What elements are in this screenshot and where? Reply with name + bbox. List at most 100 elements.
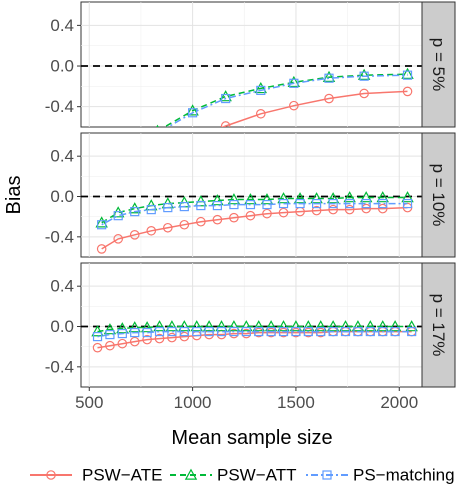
legend-key-marker: [322, 470, 332, 480]
data-point: [179, 326, 189, 337]
series-line: [166, 74, 408, 127]
data-point: [95, 216, 108, 228]
data-point: [229, 326, 239, 337]
y-tick-label: -0.4: [45, 357, 74, 376]
data-point: [252, 320, 265, 332]
facet-strip-label: p = 17%: [429, 294, 448, 357]
data-point: [328, 204, 338, 215]
data-point: [254, 326, 264, 337]
data-point: [278, 207, 289, 218]
data-point: [129, 230, 140, 240]
data-point: [163, 203, 173, 213]
data-point: [361, 198, 371, 209]
series-group: [156, 67, 414, 127]
data-point: [303, 326, 313, 337]
data-point: [359, 88, 369, 99]
series-line: [163, 73, 408, 127]
data-point: [364, 320, 377, 332]
data-point: [289, 78, 299, 88]
data-point: [245, 210, 256, 221]
y-tick-label: 0.0: [50, 317, 74, 336]
data-point: [116, 322, 129, 334]
data-point: [361, 203, 371, 214]
series-line: [97, 330, 412, 349]
data-point: [278, 198, 289, 209]
data-point: [241, 326, 251, 337]
y-tick-label: 0.0: [50, 57, 74, 76]
data-point: [186, 104, 199, 116]
series-line: [97, 330, 412, 338]
data-point: [316, 326, 326, 337]
data-point: [310, 192, 323, 204]
data-point: [216, 326, 227, 337]
data-point: [324, 93, 334, 104]
data-point: [190, 320, 203, 332]
data-point: [113, 211, 123, 221]
data-point: [91, 325, 104, 337]
data-point: [324, 73, 334, 83]
data-point: [264, 320, 278, 332]
data-point: [244, 193, 257, 205]
data-point: [211, 194, 224, 206]
legend-item: PSW−ATE: [30, 466, 162, 485]
data-point: [322, 70, 336, 82]
panel-background: [80, 1, 423, 128]
legend-key-marker: [46, 470, 56, 480]
data-point: [167, 326, 177, 337]
data-point: [154, 333, 165, 344]
data-point: [277, 192, 290, 204]
data-point: [192, 326, 202, 337]
data-point: [359, 191, 373, 203]
data-point: [351, 320, 365, 332]
data-point: [92, 342, 103, 353]
data-point: [97, 220, 107, 230]
facet-strip-label: p = 5%: [429, 38, 448, 91]
data-point: [229, 212, 239, 223]
data-point: [245, 199, 256, 210]
data-point: [295, 198, 305, 209]
data-point: [204, 326, 214, 337]
y-tick-label: 0.4: [50, 147, 74, 166]
x-tick-label: 1000: [174, 393, 212, 412]
data-point: [326, 320, 340, 332]
data-point: [365, 326, 375, 337]
panels-layer: p = 5% p = 10% p = 17%: [80, 1, 456, 388]
data-point: [353, 326, 363, 337]
data-point: [312, 198, 322, 209]
data-point: [221, 93, 231, 104]
data-point: [266, 326, 276, 337]
data-point: [357, 68, 371, 80]
data-point: [103, 323, 117, 335]
data-point: [328, 326, 338, 337]
data-point: [340, 326, 351, 337]
data-point: [289, 320, 303, 332]
data-point: [219, 90, 232, 102]
data-point: [142, 334, 152, 345]
y-tick-label: 0.4: [50, 277, 74, 296]
data-point: [388, 320, 402, 332]
data-point: [179, 219, 190, 230]
data-point: [405, 320, 418, 332]
data-point: [96, 244, 107, 254]
data-point: [359, 71, 369, 81]
y-tick-label: -0.4: [45, 227, 74, 246]
data-point: [227, 193, 241, 205]
data-point: [287, 75, 301, 88]
data-point: [339, 320, 352, 332]
data-point: [376, 320, 389, 332]
data-point: [344, 204, 355, 215]
x-tick-label: 500: [75, 393, 103, 412]
y-axis-title: Bias: [3, 176, 25, 215]
y-tick-label: 0.4: [50, 16, 74, 35]
y-tick-label: 0.0: [50, 187, 74, 206]
x-tick-label: 2000: [380, 393, 418, 412]
data-point: [343, 191, 356, 203]
data-point: [146, 205, 156, 215]
data-point: [163, 222, 173, 233]
data-point: [140, 321, 154, 333]
data-point: [314, 320, 327, 332]
data-point: [254, 81, 268, 94]
series-line: [101, 202, 408, 226]
data-point: [291, 326, 301, 337]
